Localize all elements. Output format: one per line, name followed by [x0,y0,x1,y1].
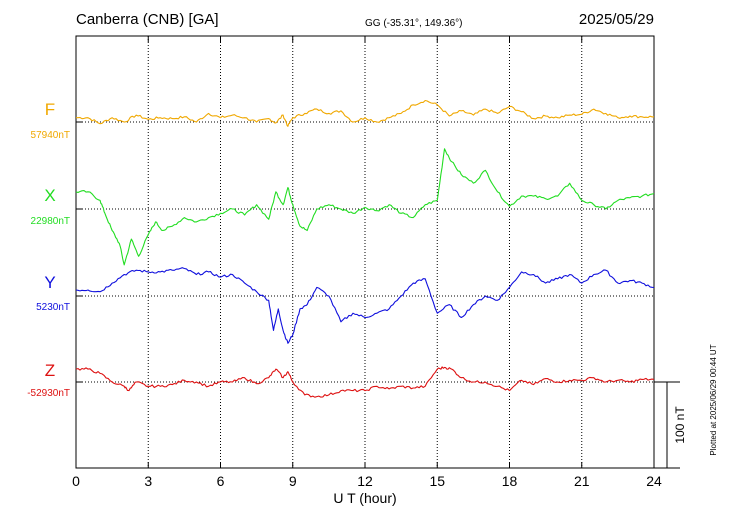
series-y-line [75,267,655,344]
series-baseline-z: -52930nT [27,388,70,399]
grid-lines [147,36,583,468]
series-name-x: X [44,186,55,205]
station-title: Canberra (CNB) [GA] [76,11,219,28]
x-axis-label: U T (hour) [333,490,396,506]
x-tick-label-6: 6 [217,473,225,489]
x-tick-label-18: 18 [502,473,518,489]
x-tick-label-24: 24 [646,473,662,489]
x-axis-ticks: 0 3 6 9 12 15 18 21 24 [72,36,662,489]
series-baseline-f: 57940nT [31,130,70,141]
series-x-line [75,148,655,266]
series-f-line [76,99,655,127]
series-z-line [75,366,655,398]
x-tick-label-12: 12 [357,473,373,489]
series-name-y: Y [44,273,55,292]
plotted-at-note: Plotted at 2025/06/29 00:44 UT [709,344,718,455]
x-tick-label-9: 9 [289,473,297,489]
date-label: 2025/05/29 [579,11,654,28]
series-baseline-x: 22980nT [31,216,70,227]
series-baseline-y: 5230nT [36,302,70,313]
scale-bar: 100 nT [654,381,687,469]
x-tick-label-21: 21 [574,473,590,489]
scale-bar-label: 100 nT [673,406,687,444]
series-name-f: F [45,100,55,119]
x-tick-label-0: 0 [72,473,80,489]
x-tick-label-15: 15 [429,473,445,489]
coordinates-label: GG (-35.31°, 149.36°) [365,18,463,29]
baselines [76,121,654,383]
series-labels: F 57940nT X 22980nT Y 5230nT Z -52930nT [27,100,70,399]
x-tick-label-3: 3 [144,473,152,489]
series-name-z: Z [45,361,55,380]
series-group [75,99,655,398]
